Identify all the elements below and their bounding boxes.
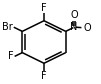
Text: F: F	[8, 51, 14, 61]
Text: O: O	[83, 23, 91, 33]
Text: F: F	[41, 71, 47, 81]
Text: Br: Br	[2, 22, 13, 32]
Text: O: O	[70, 10, 78, 20]
Text: N: N	[70, 22, 78, 32]
Text: F: F	[41, 3, 47, 13]
